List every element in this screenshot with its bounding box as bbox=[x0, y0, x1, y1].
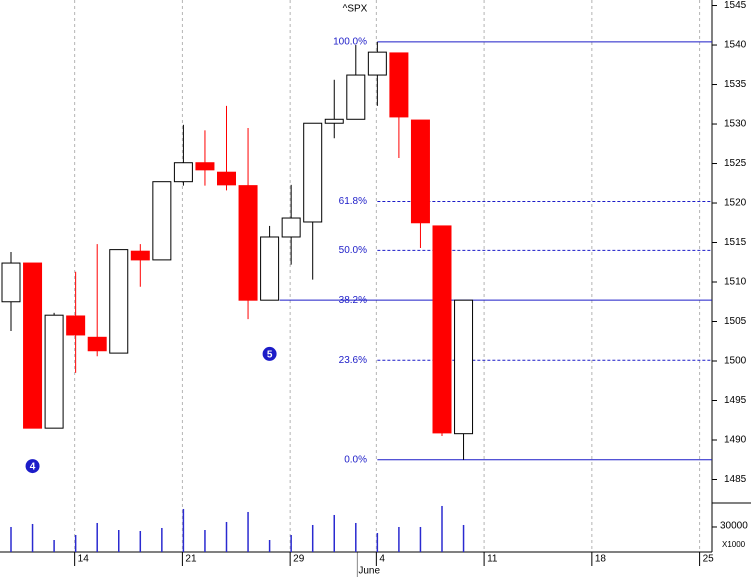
y-tick-label: 1515 bbox=[724, 237, 747, 248]
candle-body bbox=[367, 51, 387, 76]
wave-marker bbox=[25, 459, 40, 474]
x-tick-label: 14 bbox=[78, 554, 90, 565]
candle-body bbox=[66, 315, 86, 336]
y-tick-label: 1505 bbox=[724, 316, 747, 327]
candle-body bbox=[389, 52, 409, 118]
chart-title: ^SPX bbox=[343, 4, 368, 15]
candle-body bbox=[173, 162, 193, 183]
volume-tick-label: 30000 bbox=[720, 521, 748, 532]
x-tick-label: 11 bbox=[487, 554, 498, 565]
volume-unit: X1000 bbox=[722, 540, 746, 549]
x-tick-label: 25 bbox=[703, 554, 715, 565]
x-tick-label: 21 bbox=[185, 554, 197, 565]
fib-label: 23.6% bbox=[339, 355, 367, 366]
y-tick-label: 1495 bbox=[724, 395, 747, 406]
candle-body bbox=[44, 314, 64, 429]
candle-body bbox=[454, 299, 474, 435]
candle-body bbox=[195, 162, 215, 171]
y-tick-label: 1510 bbox=[724, 277, 747, 288]
candle-body bbox=[1, 262, 21, 303]
month-label: June bbox=[358, 566, 380, 577]
y-tick-label: 1485 bbox=[724, 474, 747, 485]
fib-label: 0.0% bbox=[344, 454, 367, 465]
y-tick-label: 1490 bbox=[724, 435, 747, 446]
wave-label: 5 bbox=[267, 350, 273, 361]
candle-body bbox=[109, 249, 129, 354]
y-tick-label: 1525 bbox=[724, 158, 747, 169]
candle-body bbox=[324, 118, 344, 124]
candle-body bbox=[432, 225, 452, 434]
fib-label: 38.2% bbox=[339, 295, 367, 306]
x-tick-label: 29 bbox=[293, 554, 305, 565]
y-tick-label: 1520 bbox=[724, 198, 747, 209]
wave-label: 4 bbox=[30, 462, 36, 473]
fib-label: 61.8% bbox=[339, 196, 367, 207]
candle-body bbox=[23, 262, 43, 429]
candle-body bbox=[87, 336, 107, 352]
fib-label: 100.0% bbox=[333, 37, 367, 48]
candle-body bbox=[217, 171, 236, 186]
candle-body bbox=[238, 185, 258, 301]
fib-label: 50.0% bbox=[339, 245, 367, 256]
candle-body bbox=[346, 74, 366, 120]
y-tick-label: 1545 bbox=[724, 0, 747, 11]
y-tick-label: 1535 bbox=[724, 79, 747, 90]
x-tick-label: 4 bbox=[379, 554, 385, 565]
x-tick-label: 18 bbox=[595, 554, 607, 565]
y-tick-label: 1540 bbox=[724, 40, 747, 51]
candle-body bbox=[152, 181, 172, 261]
candle-body bbox=[130, 250, 150, 261]
candle-body bbox=[410, 119, 430, 224]
candle-body bbox=[281, 217, 301, 238]
y-tick-label: 1500 bbox=[724, 356, 747, 367]
wave-marker bbox=[262, 346, 277, 361]
candle-body bbox=[260, 236, 280, 301]
candle-body bbox=[303, 122, 323, 223]
y-tick-label: 1530 bbox=[724, 119, 747, 130]
